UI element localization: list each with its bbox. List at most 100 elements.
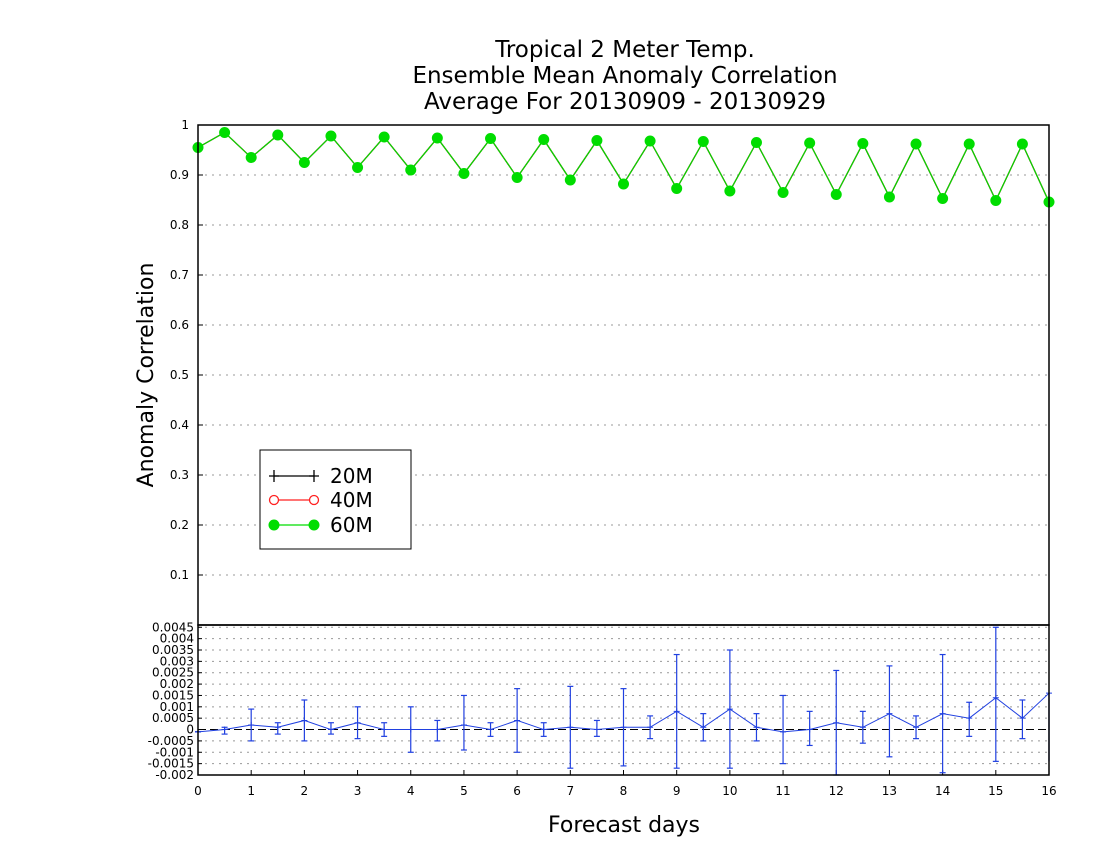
y-tick-label: 1	[181, 118, 189, 132]
y-tick-label: 0.0045	[152, 620, 194, 634]
y-tick-label: 0	[186, 723, 194, 737]
data-point-60M	[724, 185, 736, 197]
data-point	[381, 726, 388, 733]
x-tick-label: 8	[620, 784, 628, 798]
data-point-60M	[378, 131, 390, 143]
x-tick-label: 6	[513, 784, 521, 798]
x-tick-label: 10	[722, 784, 737, 798]
data-point	[221, 726, 228, 733]
data-point	[859, 724, 866, 731]
data-point-60M	[511, 172, 523, 183]
data-point	[540, 726, 547, 733]
data-point	[301, 717, 308, 724]
legend-marker-60M	[268, 519, 280, 531]
legend-label-60m: 60M	[330, 513, 373, 537]
legend: 20M 40M 60M	[259, 449, 412, 550]
data-point	[407, 726, 414, 733]
x-tick-label: 11	[775, 784, 790, 798]
data-point-60M	[804, 137, 816, 149]
data-point	[567, 724, 574, 731]
data-point-60M	[458, 168, 470, 179]
legend-label-40m: 40M	[330, 488, 373, 512]
y-tick-label: 0.001	[160, 700, 194, 714]
y-tick-label: 0.0035	[152, 643, 194, 657]
data-point-60M	[564, 174, 576, 186]
bottom-panel-y-ticks: -0.002-0.0015-0.001-0.000500.00050.0010.…	[148, 620, 202, 782]
data-point	[327, 726, 334, 733]
y-tick-label: 0.1	[170, 568, 189, 582]
data-point	[700, 724, 707, 731]
data-point	[753, 724, 760, 731]
data-point	[593, 726, 600, 733]
x-tick-label: 1	[247, 784, 255, 798]
data-point-60M	[883, 191, 895, 203]
y-tick-label: 0.9	[170, 168, 189, 182]
data-point	[354, 719, 361, 726]
y-tick-label: 0.0025	[152, 666, 194, 680]
data-point-60M	[644, 135, 656, 147]
data-point-60M	[272, 129, 284, 141]
y-tick-label: 0.6	[170, 318, 189, 332]
data-point	[780, 728, 787, 735]
x-tick-label: 15	[988, 784, 1003, 798]
data-point-60M	[857, 138, 869, 149]
data-point	[833, 719, 840, 726]
y-tick-label: 0.0005	[152, 711, 194, 725]
x-tick-label: 4	[407, 784, 415, 798]
data-point-60M	[591, 135, 603, 146]
x-tick-label: 16	[1041, 784, 1056, 798]
data-point-60M	[298, 157, 310, 168]
y-tick-label: 0.2	[170, 518, 189, 532]
legend-label-20m: 20M	[330, 464, 373, 488]
y-tick-label: 0.003	[160, 654, 194, 668]
chart-title-line-1: Tropical 2 Meter Temp.	[495, 37, 755, 63]
data-point-60M	[750, 137, 762, 148]
x-tick-label: 12	[829, 784, 844, 798]
data-point-60M	[405, 164, 417, 176]
top-panel-series	[192, 127, 1055, 208]
legend-marker-60M	[308, 519, 320, 531]
data-point	[806, 726, 813, 733]
data-point-60M	[990, 195, 1002, 206]
y-tick-label: 0.7	[170, 268, 189, 282]
x-tick-label: 2	[301, 784, 309, 798]
y-tick-label: 0.4	[170, 418, 189, 432]
data-point-60M	[830, 189, 842, 200]
data-point-60M	[1016, 138, 1028, 150]
data-point	[886, 710, 893, 717]
y-tick-label: -0.0005	[148, 734, 194, 748]
data-point-60M	[431, 132, 443, 144]
data-point	[939, 710, 946, 717]
data-point	[514, 717, 521, 724]
data-point-60M	[777, 187, 789, 198]
y-tick-label: 0.8	[170, 218, 189, 232]
legend-items	[268, 470, 320, 531]
data-point	[673, 708, 680, 715]
x-tick-label: 3	[354, 784, 362, 798]
data-point	[966, 715, 973, 722]
data-point	[620, 724, 627, 731]
x-tick-label: 7	[566, 784, 574, 798]
legend-marker-20M	[309, 470, 319, 482]
data-point-60M	[963, 138, 975, 150]
x-tick-label: 0	[194, 784, 202, 798]
chart-title-line-2: Ensemble Mean Anomaly Correlation	[412, 63, 838, 89]
x-axis-ticks: 0 1 2 3 4 5 6 7 8 9 10 11 12 13 14 15 16	[194, 770, 1057, 798]
y-tick-label: -0.0015	[148, 757, 194, 771]
data-point	[726, 706, 733, 713]
data-point-60M	[352, 162, 364, 173]
bottom-panel-series	[195, 626, 1052, 776]
legend-marker-40M	[308, 494, 320, 506]
data-point-60M	[937, 193, 949, 204]
data-point-60M	[538, 134, 550, 145]
x-tick-label: 14	[935, 784, 950, 798]
x-tick-label: 13	[882, 784, 897, 798]
y-tick-label: 0.004	[160, 632, 194, 646]
data-point	[1019, 715, 1026, 722]
data-point	[647, 724, 654, 731]
x-tick-label: 5	[460, 784, 468, 798]
x-tick-label: 9	[673, 784, 681, 798]
y-tick-label: -0.002	[155, 768, 194, 782]
data-point-60M	[910, 138, 922, 150]
y-tick-label: 0.5	[170, 368, 189, 382]
